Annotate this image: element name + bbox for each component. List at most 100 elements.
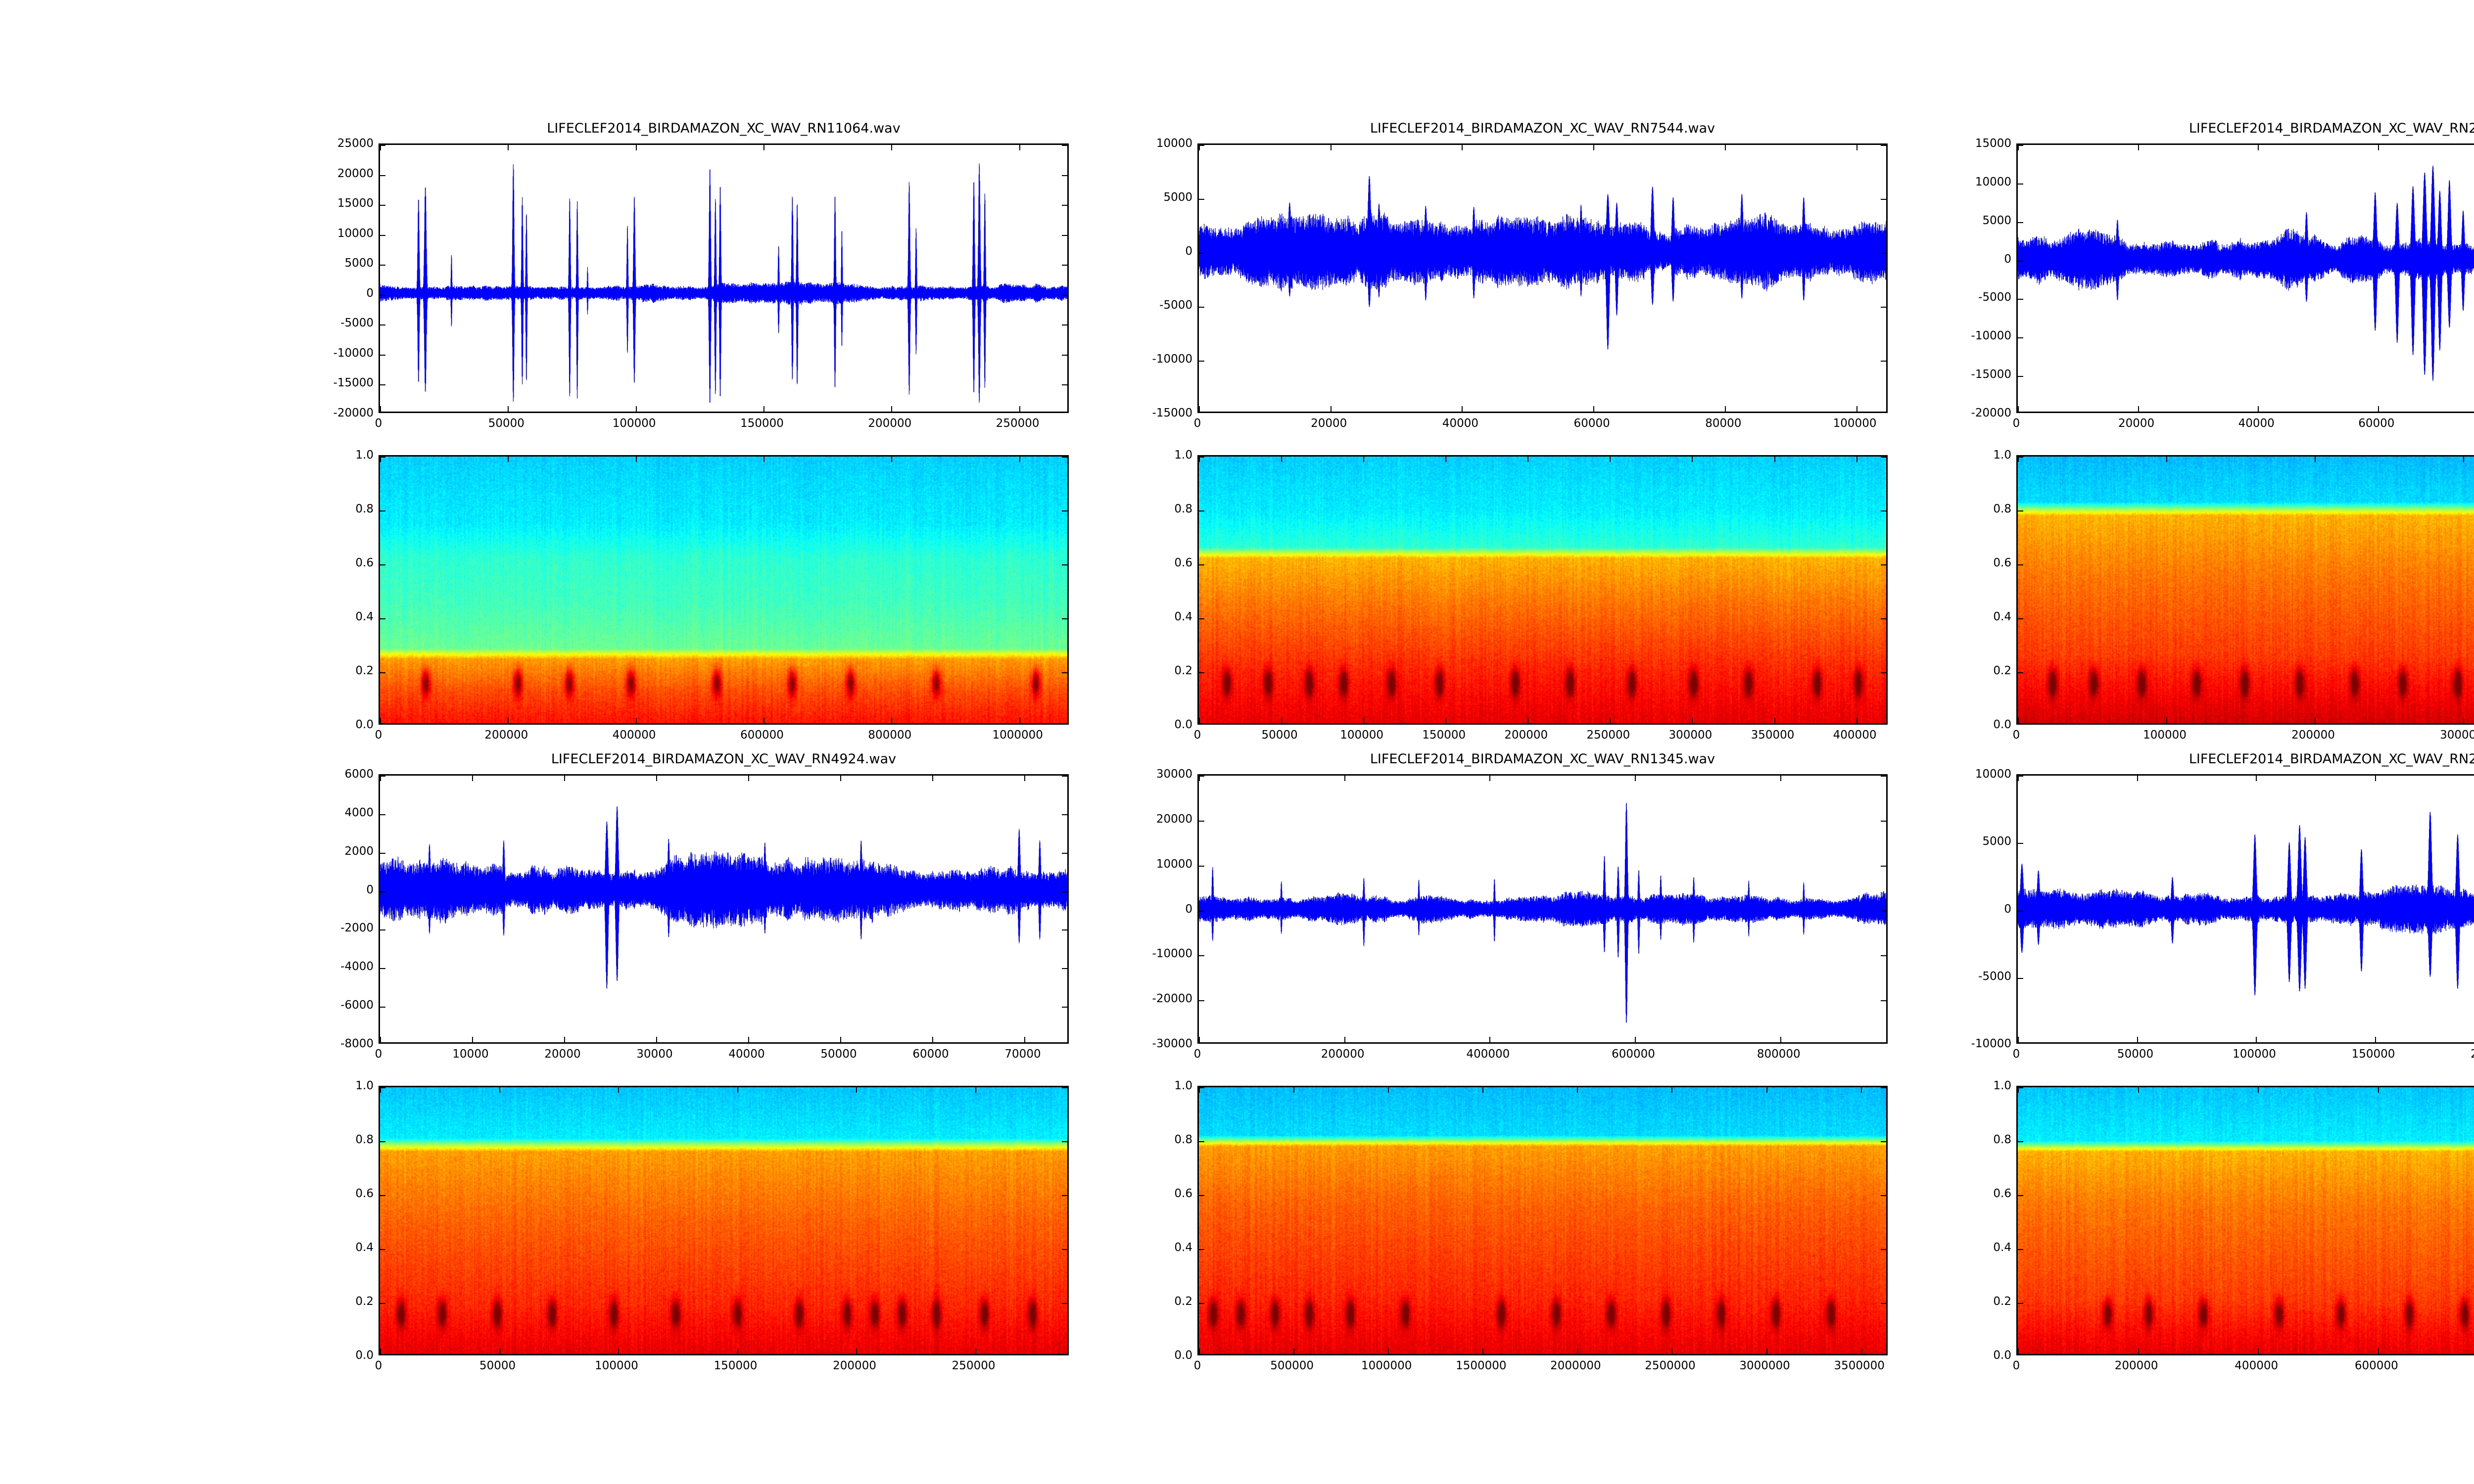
x-tick-mark [380, 718, 381, 723]
waveform-trace [2018, 145, 2474, 412]
y-tick-mark-right [1062, 205, 1067, 206]
x-tick-mark [1445, 718, 1447, 723]
x-tick-mark [1199, 406, 1200, 412]
x-tick-mark-top [2018, 1087, 2019, 1093]
x-tick-mark-top [1281, 457, 1283, 462]
waveform-trace [380, 776, 1067, 1042]
y-tick-label: 6000 [344, 768, 374, 781]
spectrogram-canvas [380, 1087, 1067, 1354]
x-tick-mark-top [856, 1087, 857, 1093]
y-tick-mark-right [1881, 910, 1886, 912]
y-tick-mark-right [1062, 1195, 1067, 1196]
x-tick-label: 250000 [1586, 729, 1630, 742]
x-tick-mark [1856, 718, 1857, 723]
x-tick-mark-top [1199, 1087, 1200, 1093]
x-tick-mark-top [932, 776, 933, 781]
x-tick-label: 50000 [2117, 1048, 2154, 1061]
y-tick-label: 0.0 [1174, 1349, 1192, 1362]
y-tick-mark [380, 1195, 385, 1196]
y-tick-label: 0.8 [1993, 503, 2011, 515]
y-tick-label: 0.8 [1174, 503, 1192, 515]
y-tick-label: 0.4 [1174, 610, 1192, 623]
x-tick-label: 1000000 [1361, 1359, 1412, 1372]
y-tick-mark [380, 265, 385, 266]
y-tick-label: 0 [366, 286, 374, 300]
y-tick-label: 1.0 [1174, 1079, 1192, 1092]
x-tick-mark [1344, 1037, 1345, 1042]
y-tick-mark-right [1062, 384, 1067, 386]
y-tick-mark-right [1881, 618, 1886, 619]
y-tick-mark [380, 1249, 385, 1250]
y-tick-label: 0.6 [1174, 1187, 1192, 1200]
x-tick-mark-top [499, 1087, 500, 1093]
y-tick-mark [1199, 1087, 1204, 1088]
x-tick-label: 20000 [1311, 417, 1347, 430]
spectrogram-image [380, 1087, 1067, 1354]
x-tick-mark-top [1856, 457, 1857, 462]
y-tick-label: -30000 [1152, 1037, 1192, 1050]
plot-title: LIFECLEF2014_BIRDAMAZON_XC_WAV_RN4924.wa… [551, 751, 897, 767]
x-tick-label: 0 [375, 729, 382, 742]
y-tick-label: 0 [366, 883, 374, 896]
x-tick-mark-top [1766, 1087, 1767, 1093]
x-tick-mark-top [1199, 776, 1200, 781]
x-tick-mark [2166, 718, 2167, 723]
x-tick-mark-top [763, 457, 764, 462]
y-tick-mark-right [1881, 361, 1886, 362]
x-tick-mark [1856, 406, 1857, 412]
x-tick-label: 350000 [1751, 729, 1795, 742]
y-tick-mark [2018, 977, 2023, 979]
x-tick-mark-top [1482, 1087, 1484, 1093]
x-tick-mark [1019, 718, 1020, 723]
y-tick-label: 20000 [337, 167, 374, 180]
x-tick-label: 600000 [1612, 1048, 1655, 1061]
spectrogram-canvas [2018, 1087, 2474, 1354]
y-tick-mark [2018, 376, 2023, 377]
x-tick-label: 30000 [636, 1048, 673, 1061]
x-tick-mark [891, 718, 893, 723]
x-tick-mark [1281, 718, 1283, 723]
y-tick-label: 1.0 [355, 1079, 374, 1092]
x-tick-mark [564, 1037, 565, 1042]
x-tick-label: 150000 [714, 1359, 758, 1372]
y-tick-mark-right [1062, 1007, 1067, 1008]
plot-title: LIFECLEF2014_BIRDAMAZON_XC_WAV_RN1345.wa… [1370, 751, 1715, 767]
y-tick-mark-right [1062, 814, 1067, 815]
x-tick-label: 600000 [2354, 1359, 2398, 1372]
x-tick-mark [1199, 1348, 1200, 1354]
x-tick-mark [2018, 1348, 2019, 1354]
panel-wave-rn2925: LIFECLEF2014_BIRDAMAZON_XC_WAV_RN2925.wa… [1971, 751, 2474, 1061]
x-tick-label: 250000 [996, 417, 1040, 430]
x-tick-label: 0 [2012, 417, 2020, 430]
y-tick-label: 10000 [1156, 857, 1192, 871]
x-tick-label: 100000 [1833, 417, 1877, 430]
x-tick-mark [2315, 718, 2316, 723]
x-tick-label: 100000 [2233, 1048, 2276, 1061]
x-tick-label: 250000 [952, 1359, 996, 1372]
y-tick-label: -5000 [1978, 291, 2011, 304]
x-tick-mark [1635, 1037, 1636, 1042]
x-tick-label: 150000 [2351, 1048, 2395, 1061]
y-tick-label: 10000 [1156, 137, 1192, 150]
y-tick-label: 0 [1185, 902, 1192, 916]
y-tick-mark [380, 457, 385, 458]
x-tick-label: 200000 [868, 417, 912, 430]
x-tick-mark-top [1199, 457, 1200, 462]
x-tick-mark [656, 1037, 657, 1042]
x-tick-label: 50000 [479, 1359, 516, 1372]
y-tick-mark-right [1881, 564, 1886, 565]
y-tick-label: 0.2 [1174, 664, 1192, 677]
y-tick-label: 4000 [344, 806, 374, 819]
y-tick-mark [380, 1303, 385, 1304]
x-tick-mark-top [1363, 457, 1365, 462]
x-tick-mark-top [618, 1087, 619, 1093]
x-tick-mark-top [1610, 457, 1611, 462]
y-tick-label: -8000 [340, 1037, 374, 1050]
x-tick-label: 150000 [1422, 729, 1466, 742]
x-tick-mark [2138, 1348, 2139, 1354]
x-tick-label: 400000 [2235, 1359, 2279, 1372]
x-tick-label: 60000 [912, 1048, 949, 1061]
y-tick-mark-right [1881, 1303, 1886, 1304]
y-tick-mark [380, 205, 385, 206]
x-tick-mark [856, 1348, 857, 1354]
